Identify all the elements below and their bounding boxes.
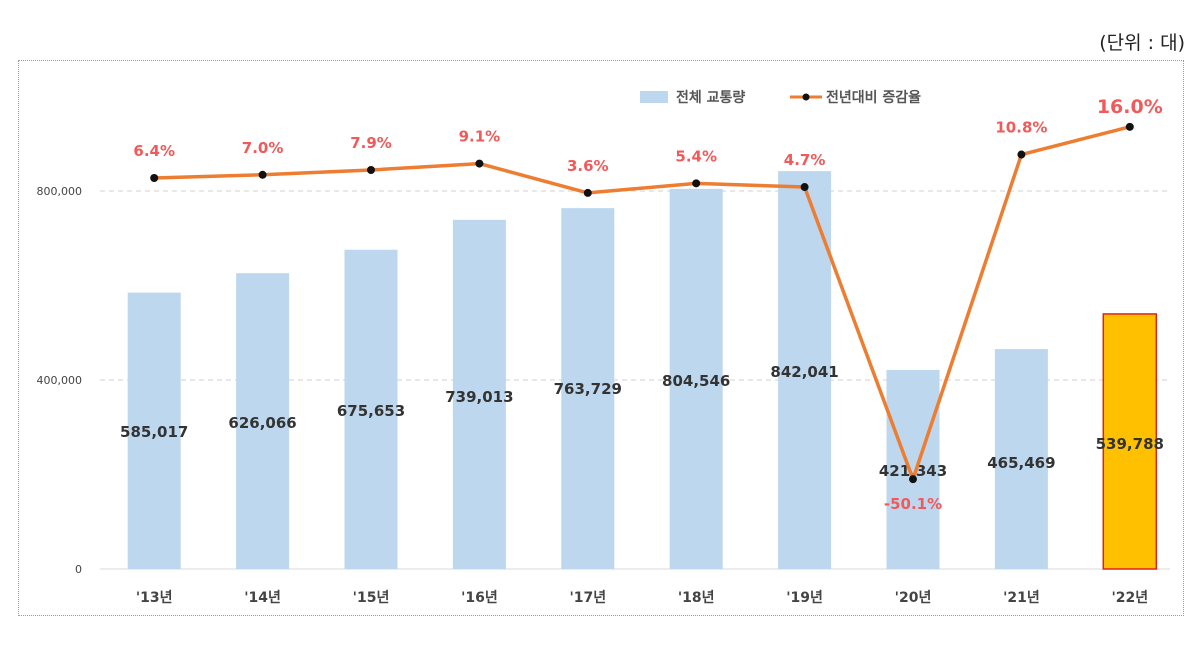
legend: 전체 교통량 전년대비 증감율: [640, 89, 921, 106]
rate-label: 5.4%: [675, 147, 717, 165]
bar: [127, 292, 181, 569]
rate-label: 6.4%: [133, 142, 175, 160]
x-tick-label: '13년: [136, 590, 173, 606]
bar: [561, 208, 615, 569]
bar: [994, 349, 1048, 569]
line-point: [1017, 150, 1026, 159]
x-tick-label: '18년: [678, 590, 715, 606]
bar: [886, 369, 940, 569]
legend-bar-swatch: [640, 91, 668, 103]
bar: [1102, 313, 1158, 570]
bar-value-label: 465,469: [987, 454, 1055, 472]
line-point: [258, 170, 267, 179]
y-tick-label: 800,000: [37, 185, 83, 198]
line-labels: 6.4% 7.0% 7.9% 9.1% 3.6% 5.4% 4.7% -50.1% 10.8% 1…: [133, 96, 1162, 513]
x-tick-label: '17년: [569, 590, 606, 606]
x-tick-label: '22년: [1111, 590, 1148, 606]
bar-value-label: 539,788: [1096, 435, 1164, 453]
line-point: [475, 159, 484, 168]
bar-value-label: 421,343: [879, 462, 947, 480]
rate-label: 4.7%: [784, 151, 826, 169]
line-point: [692, 179, 701, 188]
line-series: [150, 122, 1134, 484]
bar-value-label: 675,653: [337, 402, 405, 420]
line-point: [150, 174, 159, 182]
bar-series: [127, 171, 1158, 570]
line-point: [800, 183, 809, 192]
bar: [344, 249, 398, 569]
bar-value-label: 585,017: [120, 423, 188, 441]
bar-value-label: 739,013: [445, 388, 513, 406]
rate-label: 7.9%: [350, 134, 392, 152]
line-path: [154, 125, 1131, 481]
unit-label: (단위 : 대): [1099, 32, 1185, 54]
bar: [452, 219, 506, 570]
rate-label: 10.8%: [995, 119, 1047, 137]
bar-labels: 585,017 626,066 675,653 739,013 763,729 804,5…: [120, 363, 1164, 480]
legend-line-marker: [802, 93, 810, 101]
x-axis: '13년 '14년 '15년 '16년 '17년 '18년 '19년 '20년 '21년 '22년: [136, 590, 1148, 606]
y-axis: 0 400,000 800,000: [37, 185, 83, 576]
bar: [669, 188, 723, 569]
rate-label: 16.0%: [1097, 96, 1163, 118]
rate-label: 7.0%: [242, 139, 284, 157]
y-tick-label: 400,000: [37, 374, 83, 387]
x-tick-label: '16년: [461, 590, 498, 606]
rate-label: 9.1%: [459, 128, 501, 146]
bar-value-label: 804,546: [662, 372, 730, 390]
line-point: [909, 475, 917, 484]
legend-line-label: 전년대비 증감율: [826, 89, 921, 106]
bar-value-label: 763,729: [554, 380, 622, 398]
x-tick-label: '15년: [353, 590, 390, 606]
bar-value-label: 842,041: [770, 363, 838, 381]
y-tick-label: 0: [75, 563, 82, 576]
bar: [236, 273, 290, 569]
rate-label: -50.1%: [884, 495, 942, 513]
line-point: [367, 166, 375, 175]
x-tick-label: '21년: [1003, 590, 1040, 606]
legend-bar-label: 전체 교통량: [676, 89, 745, 106]
x-tick-label: '14년: [244, 590, 281, 606]
bar-value-label: 626,066: [228, 414, 296, 432]
rate-label: 3.6%: [567, 157, 609, 175]
line-point: [583, 188, 592, 197]
x-tick-label: '20년: [895, 590, 932, 606]
x-tick-label: '19년: [786, 590, 823, 606]
line-point: [1125, 122, 1134, 131]
chart-frame: [18, 60, 1184, 616]
